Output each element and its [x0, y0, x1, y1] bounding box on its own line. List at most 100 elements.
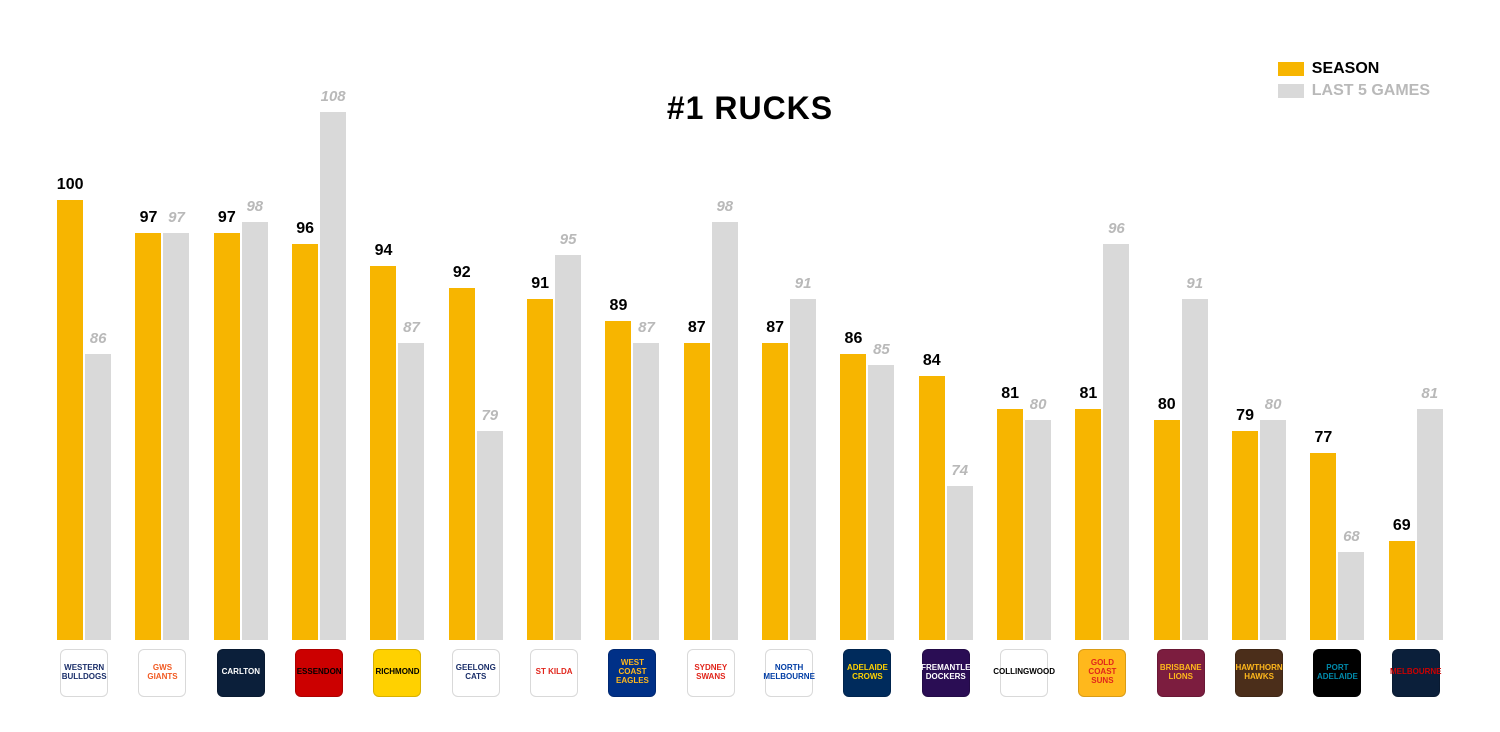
bar-group: 9797	[123, 233, 201, 640]
bar-label-last5: 87	[638, 319, 655, 336]
team-logo-icon: WESTERN BULLDOGS	[60, 649, 108, 697]
bar-label-season: 80	[1158, 396, 1176, 414]
bar-last5: 87	[398, 343, 424, 640]
team-logo-cell: MELBOURNE	[1377, 645, 1455, 700]
bar-last5: 81	[1417, 409, 1443, 640]
team-logo-icon: BRISBANE LIONS	[1157, 649, 1205, 697]
team-logo-icon: NORTH MELBOURNE	[765, 649, 813, 697]
bar-group: 8987	[593, 321, 671, 640]
bar-last5: 87	[633, 343, 659, 640]
bar-season: 87	[762, 343, 788, 640]
bar-label-season: 84	[923, 352, 941, 370]
bar-label-season: 96	[296, 220, 314, 238]
bar-label-season: 77	[1315, 429, 1333, 447]
team-logo-cell: NORTH MELBOURNE	[750, 645, 828, 700]
bar-label-last5: 96	[1108, 220, 1125, 237]
bar-group: 96 108	[280, 112, 358, 640]
team-logo-cell: CARLTON	[202, 645, 280, 700]
team-logo-cell: WEST COAST EAGLES	[593, 645, 671, 700]
bar-season: 100	[57, 200, 83, 640]
team-logo-icon: GWS GIANTS	[138, 649, 186, 697]
bar-label-last5: 68	[1343, 528, 1360, 545]
bar-group: 8685	[828, 354, 906, 640]
bar-label-season: 87	[766, 319, 784, 337]
rucks-bar-chart: #1 RUCKS SEASON LAST 5 GAMES 10086979797…	[30, 20, 1470, 712]
bar-label-season: 97	[218, 209, 236, 227]
team-logo-icon: PORT ADELAIDE	[1313, 649, 1361, 697]
bar-group: 9798	[202, 222, 280, 640]
team-logo-icon: GEELONG CATS	[452, 649, 500, 697]
legend-swatch-season	[1278, 62, 1304, 76]
team-logo-cell: BRISBANE LIONS	[1142, 645, 1220, 700]
bar-label-last5: 86	[90, 330, 107, 347]
bar-group: 7768	[1298, 453, 1376, 640]
team-logo-icon: HAWTHORN HAWKS	[1235, 649, 1283, 697]
team-logo-icon: GOLD COAST SUNS	[1078, 649, 1126, 697]
bar-group: 6981	[1377, 409, 1455, 640]
team-logo-cell: WESTERN BULLDOGS	[45, 645, 123, 700]
bar-last5: 95	[555, 255, 581, 640]
team-logo-icon: MELBOURNE	[1392, 649, 1440, 697]
bar-label-season: 97	[140, 209, 158, 227]
bar-season: 89	[605, 321, 631, 640]
bar-group: 8798	[672, 222, 750, 640]
bar-last5: 80	[1025, 420, 1051, 640]
bar-season: 97	[214, 233, 240, 640]
team-logo-cell: ST KILDA	[515, 645, 593, 700]
team-logo-cell: COLLINGWOOD	[985, 645, 1063, 700]
bar-label-last5: 97	[168, 209, 185, 226]
bar-label-season: 86	[845, 330, 863, 348]
bar-label-season: 81	[1080, 385, 1098, 403]
team-logo-cell: SYDNEY SWANS	[672, 645, 750, 700]
bar-label-season: 94	[375, 242, 393, 260]
bar-label-season: 89	[610, 297, 628, 315]
bar-label-last5: 81	[1421, 385, 1438, 402]
team-logo-icon: RICHMOND	[373, 649, 421, 697]
logos-row: WESTERN BULLDOGS GWS GIANTS CARLTON ESSENDO…	[45, 645, 1455, 700]
bar-last5: 98	[712, 222, 738, 640]
bar-label-last5: 79	[481, 407, 498, 424]
bar-last5: 79	[477, 431, 503, 640]
team-logo-cell: FREMANTLE DOCKERS	[907, 645, 985, 700]
bar-label-season: 81	[1001, 385, 1019, 403]
bar-label-last5: 108	[321, 88, 346, 105]
team-logo-icon: ST KILDA	[530, 649, 578, 697]
bar-label-season: 92	[453, 264, 471, 282]
bar-label-season: 91	[531, 275, 549, 293]
team-logo-cell: RICHMOND	[358, 645, 436, 700]
bar-last5: 108	[320, 112, 346, 640]
bar-last5: 85	[868, 365, 894, 640]
bar-group: 7980	[1220, 420, 1298, 640]
bar-season: 94	[370, 266, 396, 640]
bar-last5: 68	[1338, 552, 1364, 640]
bar-season: 81	[1075, 409, 1101, 640]
bar-last5: 96	[1103, 244, 1129, 640]
bar-season: 87	[684, 343, 710, 640]
bar-label-last5: 87	[403, 319, 420, 336]
team-logo-icon: SYDNEY SWANS	[687, 649, 735, 697]
bar-group: 91 95	[515, 255, 593, 640]
bar-group: 9279	[437, 288, 515, 640]
bar-group: 8474	[907, 376, 985, 640]
bar-last5: 80	[1260, 420, 1286, 640]
team-logo-icon: ADELAIDE CROWS	[843, 649, 891, 697]
team-logo-cell: HAWTHORN HAWKS	[1220, 645, 1298, 700]
bar-group: 9487	[358, 266, 436, 640]
bar-label-season: 79	[1236, 407, 1254, 425]
bar-season: 77	[1310, 453, 1336, 640]
team-logo-cell: GOLD COAST SUNS	[1063, 645, 1141, 700]
bar-label-last5: 91	[1186, 275, 1203, 292]
bar-season: 80	[1154, 420, 1180, 640]
bar-last5: 74	[947, 486, 973, 640]
bar-label-last5: 98	[716, 198, 733, 215]
bar-label-last5: 95	[560, 231, 577, 248]
bar-label-last5: 98	[246, 198, 263, 215]
bar-season: 84	[919, 376, 945, 640]
team-logo-icon: ESSENDON	[295, 649, 343, 697]
team-logo-cell: ADELAIDE CROWS	[828, 645, 906, 700]
team-logo-cell: PORT ADELAIDE	[1298, 645, 1376, 700]
team-logo-cell: GEELONG CATS	[437, 645, 515, 700]
bars-row: 1008697979798961089487927991958987879887…	[45, 90, 1455, 640]
bar-label-last5: 80	[1030, 396, 1047, 413]
bar-label-season: 100	[57, 176, 84, 194]
